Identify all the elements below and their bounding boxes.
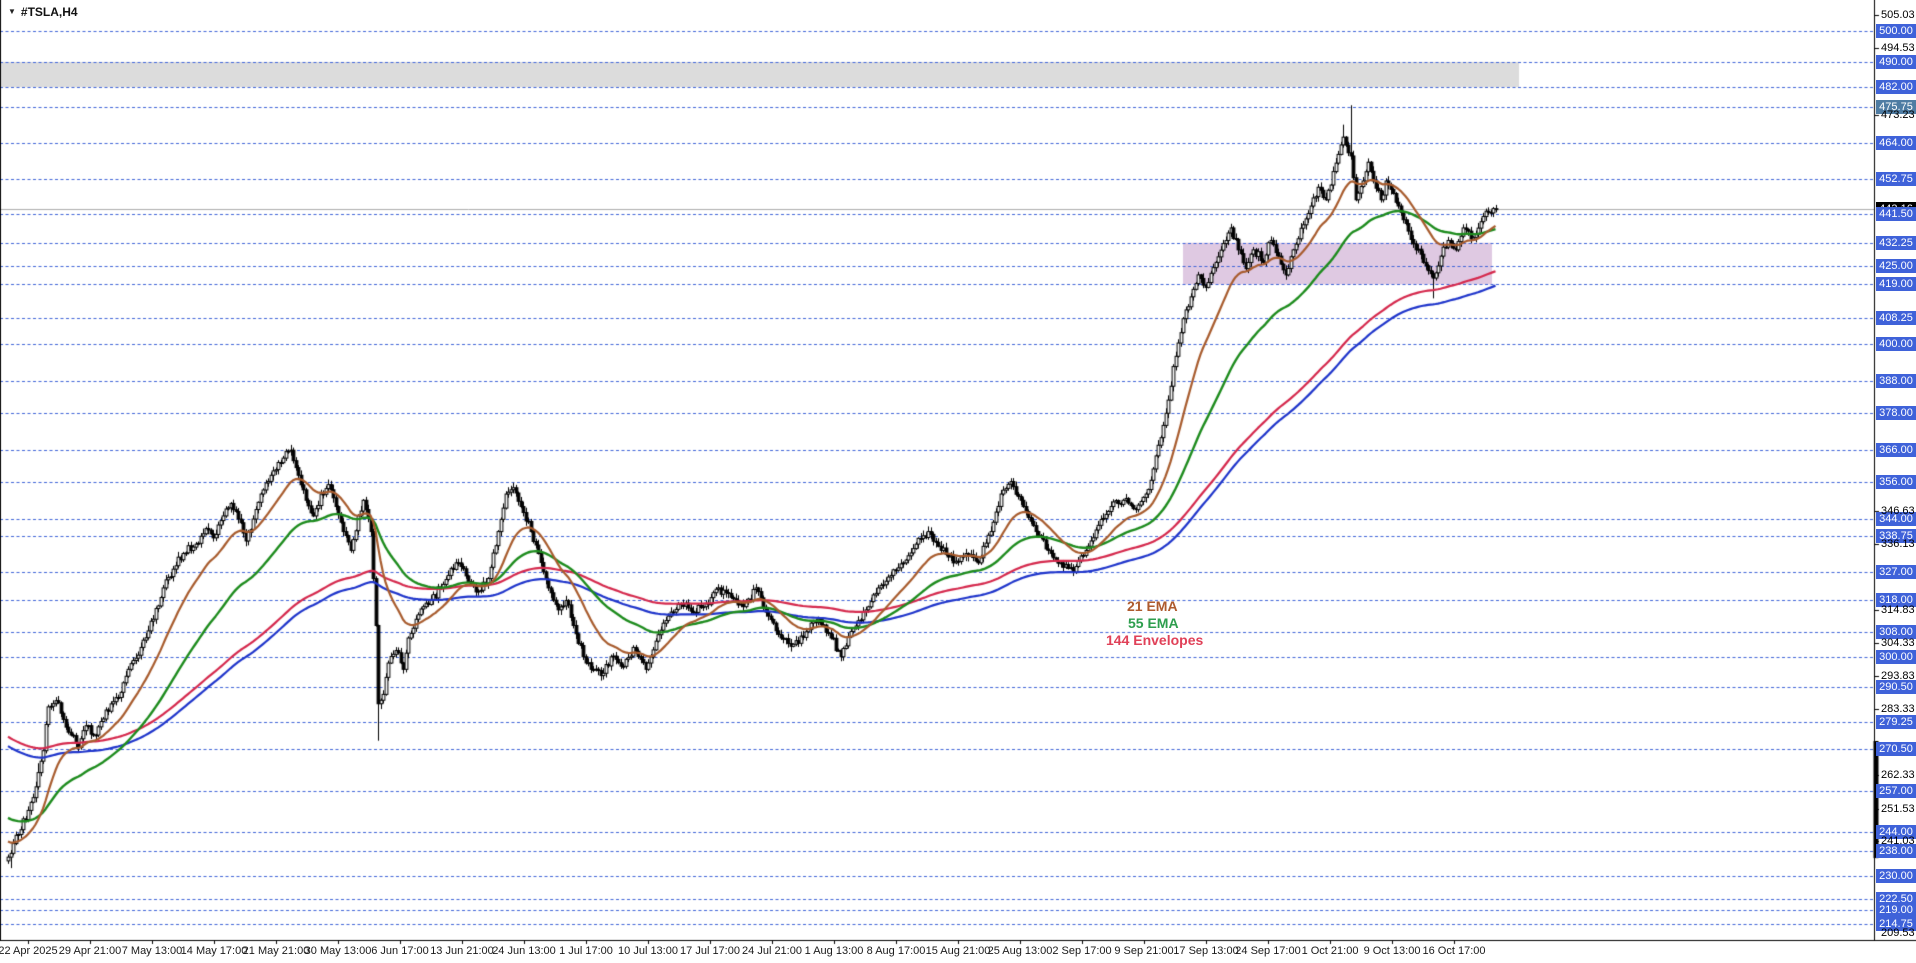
price-level-box[interactable]: 222.50 [1876,892,1916,907]
price-level-box[interactable]: 238.00 [1876,843,1916,858]
price-scale-label: 283.33 [1881,702,1915,715]
symbol-title[interactable]: ▼ #TSLA,H4 [8,5,78,19]
price-level-box[interactable]: 344.00 [1876,512,1916,527]
price-level-box[interactable]: 400.00 [1876,336,1916,351]
price-level-box[interactable]: 318.00 [1876,593,1916,608]
time-axis-label: 17 Sep 13:00 [1173,945,1239,957]
price-scale-label: 494.53 [1881,41,1915,54]
price-scale-label: 293.83 [1881,670,1915,683]
time-axis-label: 25 Aug 13:00 [987,945,1053,957]
price-level-box[interactable]: 270.50 [1876,742,1916,757]
price-level-box[interactable]: 500.00 [1876,23,1916,38]
time-axis-label: 1 Jul 17:00 [559,945,613,957]
time-axis-label: 24 Jun 13:00 [492,945,556,957]
time-axis-label: 13 Jun 21:00 [430,945,494,957]
price-level-box[interactable]: 308.00 [1876,624,1916,639]
price-level-box[interactable]: 452.75 [1876,171,1916,186]
price-level-box[interactable]: 425.00 [1876,258,1916,273]
time-axis-label: 24 Jul 21:00 [742,945,802,957]
price-level-box[interactable]: 378.00 [1876,405,1916,420]
time-axis-label: 30 May 13:00 [304,945,372,957]
price-level-box[interactable]: 490.00 [1876,55,1916,70]
price-scale-label: 505.03 [1881,8,1915,21]
price-level-box[interactable]: 214.75 [1876,916,1916,931]
price-level-box[interactable]: 419.00 [1876,277,1916,292]
time-axis[interactable]: 22 Apr 2025 29 Apr 21:00 7 May 13:00 14 May… [0,941,1916,963]
price-scale-label: 209.53 [1881,927,1915,939]
price-level-box[interactable]: 464.00 [1876,136,1916,151]
price-level-box[interactable]: 366.00 [1876,443,1916,458]
time-axis-label: 15 Aug 21:00 [925,945,991,957]
time-axis-label: 22 Apr 2025 [0,945,58,957]
price-level-box[interactable]: 219.00 [1876,903,1916,918]
time-axis-label: 29 Apr 21:00 [58,945,122,957]
price-level-box[interactable]: 356.00 [1876,474,1916,489]
price-level-box[interactable]: 441.50 [1876,206,1916,221]
price-scale-label: 473.23 [1881,108,1915,121]
price-level-box[interactable]: 279.25 [1876,714,1916,729]
high-marker-price-box[interactable]: 475.75 [1876,99,1916,114]
time-axis-label: 17 Jul 17:00 [680,945,740,957]
time-axis-label: 21 May 21:00 [242,945,310,957]
time-axis-label: 7 May 13:00 [121,945,183,957]
price-level-box[interactable]: 408.25 [1876,310,1916,325]
price-level-box[interactable]: 327.00 [1876,565,1916,580]
price-axis[interactable]: 443.16475.75500.00490.00482.00464.00452.… [1874,0,1916,963]
price-scale-label: 336.13 [1881,537,1915,550]
time-axis-label: 24 Sep 17:00 [1235,945,1301,957]
price-scale-label: 251.53 [1881,802,1915,815]
price-scale-label: 241.03 [1881,835,1915,848]
price-level-box[interactable]: 300.00 [1876,649,1916,664]
price-level-box[interactable]: 257.00 [1876,784,1916,799]
price-level-box[interactable]: 388.00 [1876,374,1916,389]
time-axis-label: 1 Aug 13:00 [804,945,864,957]
time-axis-label: 10 Jul 13:00 [618,945,678,957]
price-level-box[interactable]: 230.00 [1876,868,1916,883]
price-scale-label: 304.33 [1881,637,1915,650]
legend-21-ema[interactable]: 21 EMA [1127,598,1178,614]
symbol-dropdown-icon[interactable]: ▼ [8,7,16,16]
time-axis-label: 14 May 17:00 [180,945,248,957]
price-level-box[interactable]: 290.50 [1876,679,1916,694]
time-axis-label: 9 Sep 21:00 [1114,945,1174,957]
legend-55-ema[interactable]: 55 EMA [1128,615,1179,631]
price-scale-label: 314.83 [1881,604,1915,617]
price-scale-label: 346.63 [1881,504,1915,517]
price-level-box[interactable]: 432.25 [1876,235,1916,250]
price-level-box[interactable]: 244.00 [1876,825,1916,840]
time-axis-label: 1 Oct 21:00 [1301,945,1359,957]
time-axis-label: 9 Oct 13:00 [1363,945,1421,957]
time-axis-label: 16 Oct 17:00 [1422,945,1486,957]
price-scale-label: 262.33 [1881,768,1915,781]
price-level-box[interactable]: 338.75 [1876,528,1916,543]
symbol-label: #TSLA,H4 [20,5,78,19]
time-axis-label: 8 Aug 17:00 [866,945,926,957]
price-level-box[interactable]: 482.00 [1876,80,1916,95]
time-axis-label: 6 Jun 17:00 [371,945,429,957]
legend-144-envelopes[interactable]: 144 Envelopes [1106,632,1204,648]
time-axis-label: 2 Sep 17:00 [1052,945,1112,957]
